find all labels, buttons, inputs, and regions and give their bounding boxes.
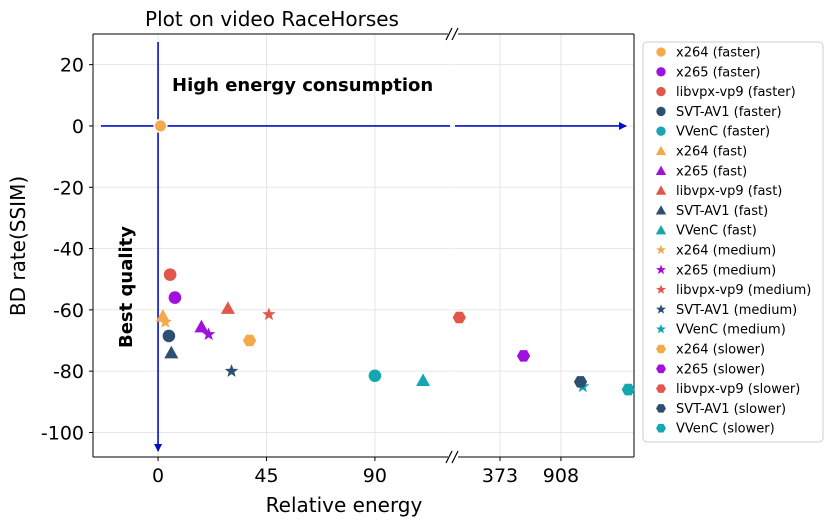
y-tick-label: -100 <box>41 422 84 444</box>
legend-marker <box>656 67 666 77</box>
legend-marker <box>656 284 666 294</box>
data-point <box>162 329 176 343</box>
annotation-best-quality: Best quality <box>116 226 137 348</box>
legend-label: libvpx-vp9 (slower) <box>676 382 800 397</box>
legend-marker <box>655 225 667 235</box>
legend-marker <box>655 185 667 195</box>
data-point <box>452 311 466 324</box>
legend-label: SVT-AV1 (slower) <box>676 402 786 417</box>
data-point <box>158 315 172 328</box>
legend-label: x264 (fast) <box>676 145 747 160</box>
legend-marker <box>655 165 667 175</box>
x-tick-label: 90 <box>363 465 387 487</box>
x-tick-label: 373 <box>482 465 518 487</box>
legend-label: SVT-AV1 (medium) <box>676 303 797 318</box>
legend-marker <box>656 423 666 433</box>
legend-label: SVT-AV1 (fast) <box>676 204 768 219</box>
legend-label: x265 (fast) <box>676 164 747 179</box>
legend-marker <box>656 324 666 334</box>
legend-label: x265 (faster) <box>676 65 761 80</box>
y-tick-label: -60 <box>53 300 84 322</box>
legend-marker <box>656 244 666 255</box>
plot-area-left <box>93 34 452 457</box>
legend-marker <box>656 86 666 97</box>
data-point <box>153 118 168 134</box>
plot-frame <box>92 27 635 464</box>
legend-box <box>642 41 824 443</box>
data-point <box>163 268 177 281</box>
chart-title: Plot on video RaceHorses <box>145 7 399 31</box>
data-points <box>153 118 635 396</box>
legend-marker <box>656 404 666 413</box>
data-point <box>242 334 257 347</box>
legend-label: VVenC (fast) <box>676 224 757 239</box>
data-point <box>164 345 179 359</box>
axis-break-gap <box>448 450 458 464</box>
y-tick-label: 0 <box>72 116 84 138</box>
legend-label: libvpx-vp9 (faster) <box>676 85 796 100</box>
legend-label: VVenC (slower) <box>676 422 775 437</box>
x-tick-label: 908 <box>543 465 579 487</box>
data-point <box>573 376 588 388</box>
axis-break-mark <box>445 450 453 464</box>
data-point <box>516 350 531 362</box>
axis-break-mark <box>445 27 453 41</box>
legend-marker <box>656 344 666 354</box>
data-point <box>262 307 276 321</box>
axis-break-mark <box>451 27 459 41</box>
legend-marker <box>656 304 666 314</box>
legend-label: x265 (slower) <box>676 362 765 377</box>
legend-marker <box>656 126 666 136</box>
legend-marker <box>656 106 666 117</box>
legend-marker <box>656 264 666 275</box>
y-tick-label: 20 <box>60 55 84 77</box>
data-point <box>220 301 235 314</box>
data-point <box>621 383 635 396</box>
legend-label: x265 (medium) <box>676 263 776 278</box>
axis-break-mark <box>451 450 459 464</box>
legend-marker <box>655 205 667 215</box>
legend-label: SVT-AV1 (faster) <box>676 105 782 120</box>
legend-label: x264 (medium) <box>676 244 776 259</box>
legend-label: libvpx-vp9 (fast) <box>676 184 782 199</box>
data-point <box>201 327 216 341</box>
y-tick-label: -40 <box>53 239 84 261</box>
y-axis-label: BD rate(SSIM) <box>6 176 30 316</box>
axis-ticks: 20 0 -20 -40 -60 -80 -100 0 45 90 373 908 <box>41 55 579 487</box>
x-tick-label: 45 <box>254 465 278 487</box>
legend-marker <box>656 384 666 393</box>
y-tick-label: -80 <box>53 361 84 383</box>
legend-marker <box>656 47 666 57</box>
axis-break-gap <box>448 27 458 41</box>
y-tick-label: -20 <box>53 177 84 199</box>
plot-area-right <box>453 34 634 457</box>
legend-label: libvpx-vp9 (medium) <box>676 283 811 298</box>
legend-label: VVenC (faster) <box>676 125 770 140</box>
legend-label: x264 (faster) <box>676 46 761 61</box>
data-point <box>368 369 382 383</box>
x-tick-label: 0 <box>152 465 164 487</box>
legend-label: VVenC (medium) <box>676 323 786 338</box>
data-point <box>416 373 431 386</box>
legend-marker <box>655 145 667 156</box>
data-point <box>224 364 239 377</box>
legend: x264 (faster) x265 (faster) libvpx-vp9 (fa… <box>642 41 824 443</box>
annotation-high-energy: High energy consumption <box>172 75 433 96</box>
data-point <box>168 291 182 304</box>
legend-marker <box>656 364 666 374</box>
x-axis-label: Relative energy <box>266 493 423 517</box>
data-point <box>194 319 209 333</box>
grid-lines <box>93 34 634 457</box>
legend-label: x264 (slower) <box>676 343 765 358</box>
